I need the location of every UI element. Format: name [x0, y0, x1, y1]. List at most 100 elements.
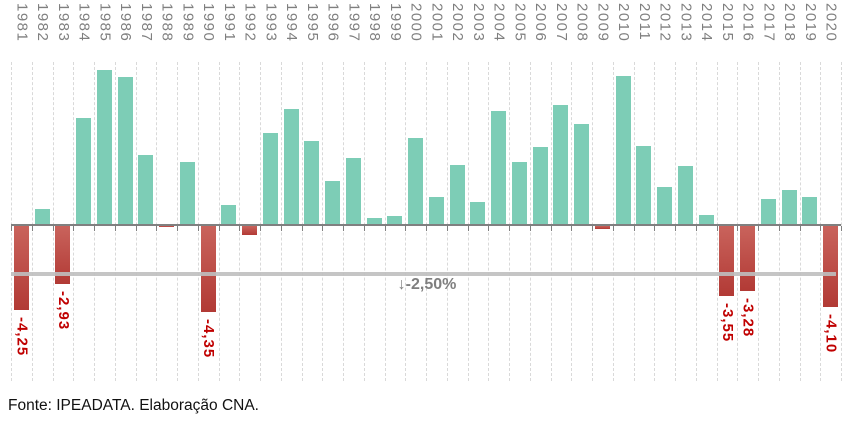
- bar-1990: [200, 226, 216, 313]
- gridline: [280, 62, 282, 381]
- bar-value-label-2015: -3,55: [718, 303, 736, 343]
- bar-value-label-1990: -4,35: [200, 319, 218, 359]
- gridline: [405, 62, 407, 381]
- year-label-2014: 2014: [698, 3, 716, 43]
- year-label-2008: 2008: [573, 3, 591, 43]
- bar-2020: [823, 226, 839, 308]
- year-label-2015: 2015: [718, 3, 736, 43]
- gridline: [177, 62, 178, 381]
- axis-tick: [218, 226, 220, 231]
- bar-2000: [408, 138, 424, 225]
- bar-1989: [179, 162, 195, 225]
- gridline: [239, 62, 241, 381]
- year-label-1996: 1996: [324, 3, 342, 43]
- axis-tick: [301, 226, 303, 231]
- axis-tick: [820, 226, 822, 231]
- year-label-1982: 1982: [34, 3, 52, 43]
- gridline: [675, 62, 676, 381]
- axis-tick: [612, 226, 614, 231]
- bar-1994: [283, 109, 299, 225]
- bar-2001: [428, 197, 444, 225]
- axis-tick: [633, 226, 635, 231]
- gridline: [550, 62, 552, 381]
- year-label-2004: 2004: [490, 3, 508, 43]
- year-label-2018: 2018: [781, 3, 799, 43]
- axis-tick: [156, 226, 158, 231]
- gridline: [799, 62, 801, 381]
- axis-tick: [716, 226, 718, 231]
- gridline: [612, 62, 614, 381]
- gridline: [156, 62, 158, 381]
- gridline: [343, 62, 344, 381]
- year-label-2020: 2020: [822, 3, 840, 43]
- gridline: [778, 62, 780, 381]
- year-label-1988: 1988: [158, 3, 176, 43]
- axis-tick: [114, 226, 116, 231]
- axis-tick: [384, 226, 386, 231]
- gridline: [384, 62, 386, 381]
- bar-2008: [574, 124, 590, 225]
- bar-2018: [781, 189, 797, 225]
- axis-tick: [405, 226, 407, 231]
- bar-1988: [159, 226, 175, 228]
- gridline: [31, 62, 33, 381]
- year-label-2016: 2016: [739, 3, 757, 43]
- year-label-1994: 1994: [283, 3, 301, 43]
- gridline: [135, 62, 137, 381]
- gridline: [322, 62, 324, 381]
- bar-2003: [470, 202, 486, 225]
- axis-tick: [322, 226, 324, 231]
- axis-tick: [758, 226, 759, 231]
- gridline: [592, 62, 593, 381]
- bar-1984: [76, 118, 92, 225]
- axis-tick: [363, 226, 365, 231]
- axis-tick: [467, 226, 469, 231]
- bar-2013: [677, 165, 693, 225]
- year-label-2003: 2003: [469, 3, 487, 43]
- year-label-1986: 1986: [117, 3, 135, 43]
- axis-tick: [426, 226, 427, 231]
- gridline: [529, 62, 531, 381]
- axis-tick: [177, 226, 178, 231]
- bar-value-label-1983: -2,93: [54, 291, 72, 331]
- bar-2016: [740, 226, 756, 291]
- bar-1996: [325, 181, 341, 225]
- bar-1995: [304, 141, 320, 225]
- year-label-1993: 1993: [262, 3, 280, 43]
- gridline: [841, 62, 842, 381]
- year-label-2011: 2011: [635, 3, 653, 42]
- year-label-1983: 1983: [54, 3, 72, 43]
- year-label-2019: 2019: [801, 3, 819, 43]
- reference-line-label: ↓-2,50%: [397, 276, 457, 293]
- bar-2004: [491, 110, 507, 225]
- bar-value-label-1981: -4,25: [13, 317, 31, 357]
- year-label-2001: 2001: [428, 3, 446, 43]
- year-label-1991: 1991: [220, 3, 238, 43]
- gridline: [426, 62, 427, 381]
- gridline: [197, 62, 199, 381]
- gridline: [260, 62, 261, 381]
- gridline: [218, 62, 220, 381]
- bar-2011: [636, 146, 652, 225]
- bar-2006: [532, 146, 548, 225]
- year-label-1992: 1992: [241, 3, 259, 43]
- year-label-2006: 2006: [532, 3, 550, 43]
- gridline: [571, 62, 573, 381]
- bar-1983: [55, 226, 71, 284]
- source-note: Fonte: IPEADATA. Elaboração CNA.: [8, 397, 259, 414]
- axis-tick: [799, 226, 801, 231]
- axis-tick: [197, 226, 199, 231]
- gridline: [737, 62, 739, 381]
- axis-tick: [11, 226, 12, 231]
- gridline: [446, 62, 448, 381]
- axis-tick: [654, 226, 656, 231]
- year-label-1997: 1997: [345, 3, 363, 43]
- year-label-2009: 2009: [594, 3, 612, 43]
- year-label-2000: 2000: [407, 3, 425, 43]
- gridline: [301, 62, 303, 381]
- year-label-2010: 2010: [615, 3, 633, 43]
- gridline: [488, 62, 490, 381]
- gridline: [758, 62, 759, 381]
- axis-tick: [592, 226, 593, 231]
- year-label-2002: 2002: [449, 3, 467, 43]
